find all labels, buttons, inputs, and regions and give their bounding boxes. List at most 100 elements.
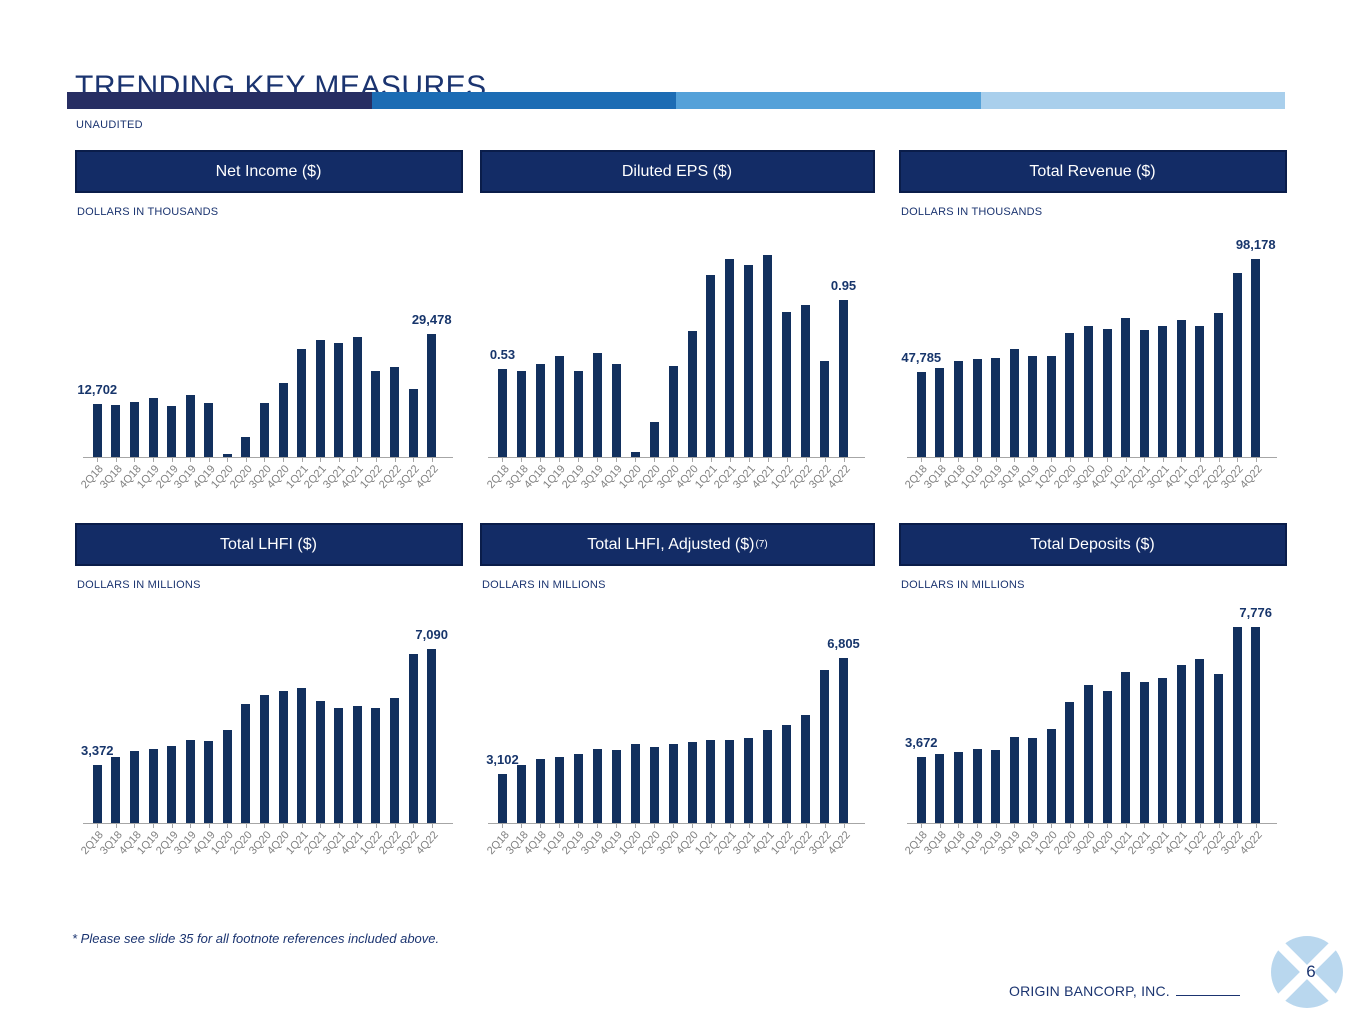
bar-4Q18 bbox=[953, 361, 963, 457]
bar-slot-1Q22: 1Q22 bbox=[358, 252, 386, 491]
bar-slot-4Q18: 4Q18 bbox=[522, 623, 550, 857]
bar-slot-4Q22: 4Q22 bbox=[1238, 252, 1265, 491]
bar-1Q21 bbox=[706, 740, 716, 823]
bar-slot-4Q18: 4Q18 bbox=[940, 252, 968, 491]
bar-slot-3Q20: 3Q20 bbox=[655, 252, 683, 491]
bar-1Q19 bbox=[972, 359, 982, 457]
chart-title-superscript: (7) bbox=[755, 539, 768, 550]
bar-4Q20 bbox=[1102, 691, 1112, 823]
bar-2Q22 bbox=[390, 367, 400, 457]
bar-1Q21 bbox=[297, 688, 307, 823]
bar-4Q18 bbox=[129, 402, 139, 457]
last-bar-value-label: 98,178 bbox=[1235, 237, 1276, 252]
chart-total-revenue: Total Revenue ($) DOLLARS IN THOUSANDS 4… bbox=[899, 150, 1287, 502]
bar-slot-3Q18: 3Q18 bbox=[98, 252, 126, 491]
bar-slot-3Q21: 3Q21 bbox=[321, 252, 349, 491]
bar-slot-4Q20: 4Q20 bbox=[265, 252, 293, 491]
bar-3Q19 bbox=[185, 395, 195, 457]
bar-slot-2Q20: 2Q20 bbox=[1052, 252, 1080, 491]
chart-diluted-eps: Diluted EPS ($) 0.53 0.95 2Q18 3Q18 4Q18 1Q… bbox=[480, 150, 875, 502]
bar-3Q19 bbox=[185, 740, 195, 823]
bar-1Q20 bbox=[222, 730, 232, 823]
bar-2Q20 bbox=[1065, 702, 1075, 823]
bar-slot-2Q22: 2Q22 bbox=[788, 252, 815, 491]
bar-1Q20 bbox=[630, 452, 640, 457]
bar-slot-3Q20: 3Q20 bbox=[246, 252, 274, 491]
bar-3Q21 bbox=[334, 343, 344, 457]
bar-3Q21 bbox=[744, 738, 754, 823]
bar-slot-3Q21: 3Q21 bbox=[1145, 252, 1173, 491]
bar-slot-3Q18: 3Q18 bbox=[922, 623, 950, 857]
bar-slot-3Q21: 3Q21 bbox=[731, 252, 758, 491]
bars-container: 3,102 6,805 2Q18 3Q18 4Q18 1Q19 2Q19 3Q19 4Q19… bbox=[484, 623, 859, 857]
bar-1Q19 bbox=[554, 356, 564, 457]
bar-4Q21 bbox=[1176, 665, 1186, 823]
bar-slot-3Q22: 3Q22 bbox=[395, 252, 423, 491]
bar-slot-3Q20: 3Q20 bbox=[246, 623, 274, 857]
bar-slot-3Q19: 3Q19 bbox=[996, 252, 1024, 491]
bar-slot-1Q19: 1Q19 bbox=[959, 623, 987, 857]
bar-1Q20 bbox=[1046, 356, 1056, 457]
chart-title: Net Income ($) bbox=[215, 162, 322, 180]
chart-title-banner: Total Deposits ($) bbox=[899, 523, 1287, 566]
bar-slot-1Q19: 1Q19 bbox=[135, 252, 163, 491]
bar-slot-4Q21: 4Q21 bbox=[1163, 252, 1191, 491]
chart-title-banner: Total Revenue ($) bbox=[899, 150, 1287, 193]
bar-slot-4Q20: 4Q20 bbox=[265, 623, 293, 857]
bar-1Q20 bbox=[630, 744, 640, 823]
bar-1Q19 bbox=[554, 757, 564, 823]
chart-title: Total Revenue ($) bbox=[1029, 162, 1156, 180]
bar-slot-3Q20: 3Q20 bbox=[1070, 252, 1098, 491]
bar-4Q21 bbox=[763, 255, 773, 457]
bars-container: 3,672 7,776 2Q18 3Q18 4Q18 1Q19 2Q19 3Q19 4Q19… bbox=[903, 605, 1272, 857]
bar-1Q22 bbox=[1195, 659, 1205, 823]
last-bar-value-label: 6,805 bbox=[827, 636, 860, 651]
bar-4Q21 bbox=[763, 730, 773, 823]
bar-4Q22 bbox=[1251, 259, 1261, 457]
units-label: DOLLARS IN MILLIONS bbox=[482, 579, 606, 591]
bar-3Q20 bbox=[1083, 326, 1093, 457]
bar-2Q22 bbox=[390, 698, 400, 823]
bar-slot-2Q19: 2Q19 bbox=[560, 623, 588, 857]
first-bar-value-label: 0.53 bbox=[489, 347, 516, 362]
chart-title: Diluted EPS ($) bbox=[621, 162, 733, 180]
bar-slot-3Q22: 3Q22 bbox=[1219, 623, 1247, 857]
bar-slot-1Q19: 1Q19 bbox=[541, 623, 569, 857]
bar-slot-4Q20: 4Q20 bbox=[1089, 623, 1117, 857]
bar-slot-2Q21: 2Q21 bbox=[712, 623, 739, 857]
bar-4Q19 bbox=[611, 364, 621, 457]
bar-slot-1Q21: 1Q21 bbox=[693, 623, 720, 857]
bar-slot-3Q18: 3Q18 bbox=[503, 252, 531, 491]
bar-slot-1Q22: 1Q22 bbox=[1182, 623, 1210, 857]
bar-slot-4Q22: 4Q22 bbox=[414, 623, 441, 857]
bars-container: 0.53 0.95 2Q18 3Q18 4Q18 1Q19 2Q19 3Q19 4Q19 1Q… bbox=[484, 252, 856, 491]
bar-1Q21 bbox=[1121, 672, 1131, 823]
bar-slot-1Q20: 1Q20 bbox=[209, 623, 237, 857]
bar-slot-2Q18: 2Q18 bbox=[79, 252, 107, 491]
bar-2Q22 bbox=[801, 715, 811, 823]
bar-4Q22 bbox=[427, 649, 437, 823]
bar-slot-3Q19: 3Q19 bbox=[579, 623, 607, 857]
bar-slot-1Q21: 1Q21 bbox=[284, 623, 311, 857]
bar-4Q20 bbox=[687, 742, 697, 823]
bar-slot-1Q21: 1Q21 bbox=[1108, 623, 1135, 857]
chart-net-income: Net Income ($) DOLLARS IN THOUSANDS 12,7… bbox=[75, 150, 463, 502]
bar-slot-2Q18: 2Q18 bbox=[484, 252, 512, 491]
chart-title-banner: Net Income ($) bbox=[75, 150, 463, 193]
bar-slot-4Q19: 4Q19 bbox=[1015, 252, 1042, 491]
last-bar-value-label: 29,478 bbox=[411, 312, 452, 327]
bar-2Q20 bbox=[649, 747, 659, 823]
plot-area: 3,672 7,776 2Q18 3Q18 4Q18 1Q19 2Q19 3Q19 4Q19… bbox=[903, 605, 1277, 857]
bar-1Q19 bbox=[148, 749, 158, 823]
bar-4Q22 bbox=[1251, 627, 1261, 823]
logo-x-cutout bbox=[1271, 936, 1343, 1008]
bar-slot-1Q20: 1Q20 bbox=[209, 252, 237, 491]
bar-slot-1Q22: 1Q22 bbox=[1182, 252, 1210, 491]
bar-slot-4Q22: 4Q22 bbox=[826, 623, 853, 857]
bar-2Q19 bbox=[991, 358, 1001, 457]
bar-3Q22 bbox=[820, 670, 830, 823]
bar-slot-4Q22: 4Q22 bbox=[826, 252, 853, 491]
bar-slot-2Q20: 2Q20 bbox=[636, 252, 664, 491]
bar-slot-3Q19: 3Q19 bbox=[172, 623, 200, 857]
plot-area: 0.53 0.95 2Q18 3Q18 4Q18 1Q19 2Q19 3Q19 4Q19 1Q… bbox=[484, 252, 865, 491]
